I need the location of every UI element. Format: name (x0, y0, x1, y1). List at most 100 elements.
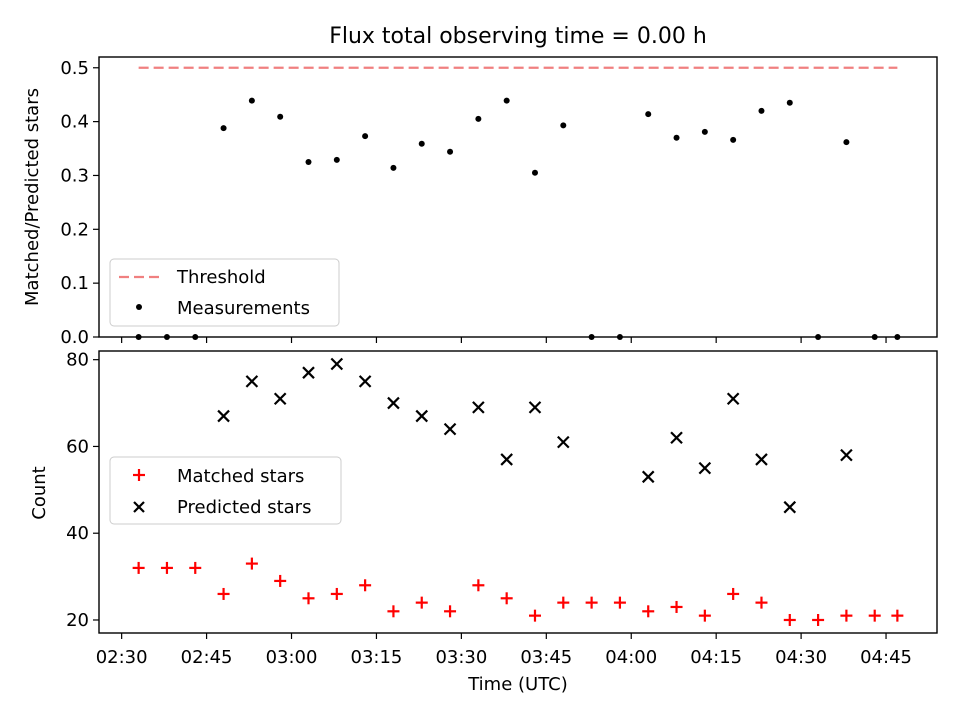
legend-threshold-label: Threshold (176, 267, 266, 288)
legend-matched-label: Matched stars (177, 466, 304, 487)
y-tick-label: 0.3 (60, 165, 89, 186)
matched-stars-point (812, 613, 825, 626)
top-legend: Threshold Measurements (109, 258, 340, 327)
measurement-point (447, 148, 454, 155)
measurement-point (475, 115, 482, 122)
measurement-point (277, 113, 284, 120)
measurement-point (673, 134, 680, 141)
bottom-plot-frame (98, 350, 938, 634)
measurement-point (758, 107, 765, 114)
matched-stars-point (245, 557, 258, 570)
matched-stars-point (274, 574, 287, 587)
y-tick-label: 60 (66, 436, 89, 457)
matched-stars-point (472, 579, 485, 592)
measurement-point (531, 169, 538, 176)
measurement-point (135, 334, 142, 340)
predicted-stars-point (273, 392, 287, 406)
top-legend-box (109, 258, 340, 327)
matched-stars-point (160, 561, 173, 574)
legend-measurements-swatch (136, 304, 142, 310)
predicted-stars-point (783, 500, 797, 514)
top-series-layer (135, 66, 901, 340)
measurement-point (390, 164, 397, 171)
matched-stars-point (500, 592, 513, 605)
predicted-stars-point (840, 448, 853, 462)
measurement-point (248, 97, 255, 104)
predicted-stars-point (302, 366, 315, 379)
chart-title: Flux total observing time = 0.00 h (329, 24, 707, 49)
x-tick-label: 04:45 (860, 647, 912, 668)
y-tick-label: 0.0 (60, 327, 89, 348)
matched-stars-point (302, 592, 315, 605)
predicted-stars-point (472, 401, 485, 414)
measurement-point (701, 128, 708, 135)
measurement-point (588, 334, 595, 340)
matched-stars-point (840, 609, 853, 622)
matched-stars-point (670, 600, 683, 613)
bottom-x-ticks: 02:30 02:45 03:00 03:15 03:30 03:45 04:00 04:15… (96, 633, 912, 668)
y-tick-label: 0.1 (60, 273, 89, 294)
predicted-stars-point (217, 409, 230, 423)
predicted-stars-point (330, 357, 344, 371)
x-tick-label: 03:45 (520, 647, 572, 668)
legend-matched-swatch (133, 469, 145, 481)
predicted-stars-point (670, 431, 683, 445)
predicted-stars-point (387, 396, 400, 410)
x-tick-label: 03:30 (435, 647, 487, 668)
measurement-point (362, 133, 369, 140)
matched-stars-point (132, 561, 145, 574)
matched-stars-point (189, 561, 202, 574)
legend-predicted-label: Predicted stars (177, 497, 311, 518)
measurement-point (894, 334, 901, 340)
measurement-point (333, 156, 340, 163)
predicted-stars-point (415, 409, 429, 423)
bottom-legend-box (109, 456, 342, 525)
x-axis-label: Time (UTC) (467, 674, 568, 695)
matched-stars-point (415, 596, 428, 609)
x-tick-label: 04:00 (605, 647, 657, 668)
x-tick-label: 02:45 (181, 647, 233, 668)
bottom-panel: Count Time (UTC) 20 40 60 80 02:30 02:45 03:0… (29, 350, 938, 695)
measurement-point (786, 99, 793, 106)
matched-stars-point (727, 587, 740, 600)
x-tick-label: 04:15 (690, 647, 742, 668)
measurement-point (616, 334, 623, 340)
predicted-stars-point (641, 470, 655, 484)
predicted-stars-point (443, 422, 457, 436)
bottom-series-layer (132, 357, 904, 626)
measurement-point (305, 159, 312, 165)
matched-stars-point (642, 605, 655, 618)
y-tick-label: 0.4 (60, 112, 89, 133)
y-tick-label: 80 (66, 350, 89, 371)
matched-stars-point (444, 605, 457, 618)
x-tick-label: 03:00 (266, 647, 318, 668)
matched-stars-point (387, 605, 400, 618)
top-y-axis-label: Matched/Predicted stars (22, 88, 43, 306)
matched-stars-point (359, 579, 372, 592)
measurement-point (220, 125, 227, 132)
y-tick-label: 0.2 (60, 219, 89, 240)
predicted-stars-point (358, 375, 372, 388)
matched-stars-point (330, 587, 343, 600)
matched-stars-point (528, 609, 541, 622)
measurement-point (871, 334, 878, 340)
bottom-legend: Matched stars Predicted stars (109, 456, 342, 525)
bottom-y-axis-label: Count (29, 466, 50, 519)
y-tick-label: 20 (66, 610, 89, 631)
measurement-point (730, 136, 737, 143)
predicted-stars-point (726, 392, 740, 406)
predicted-stars-point (500, 453, 513, 466)
measurement-point (503, 97, 510, 104)
matched-stars-point (698, 609, 711, 622)
measurement-point (192, 334, 199, 340)
measurement-point (645, 111, 652, 118)
predicted-stars-point (755, 453, 768, 466)
top-x-ticks (121, 337, 887, 343)
matched-stars-point (585, 596, 598, 609)
matched-stars-point (868, 609, 881, 622)
predicted-stars-point (698, 461, 712, 475)
x-tick-label: 04:30 (775, 647, 827, 668)
x-tick-label: 02:30 (96, 647, 148, 668)
